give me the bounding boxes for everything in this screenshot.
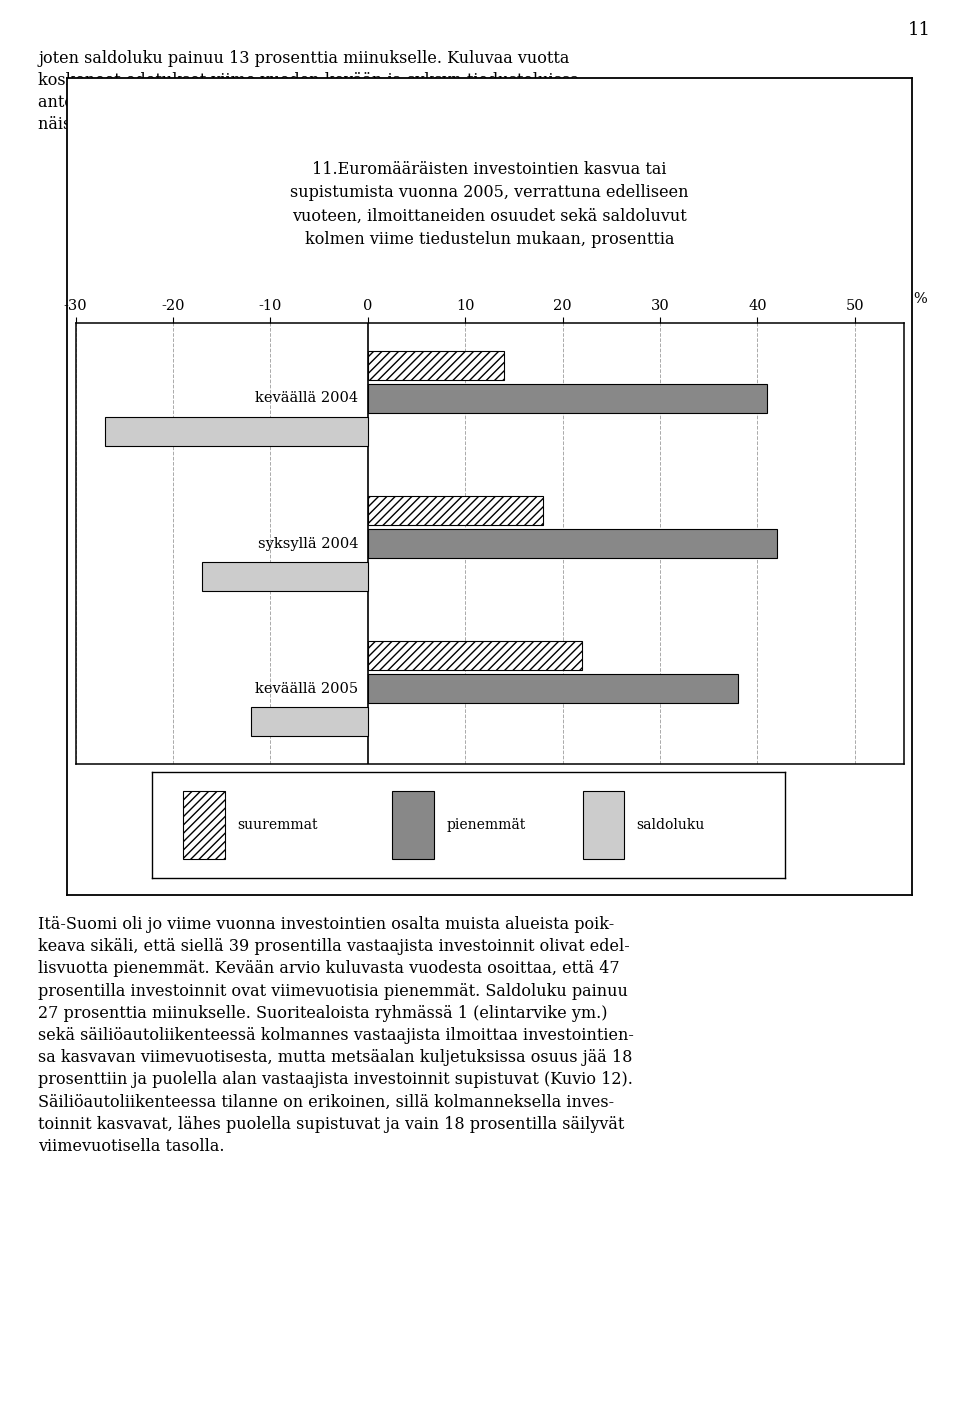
Text: Itä-Suomi oli jo viime vuonna investointien osalta muista alueista poik-
keava s: Itä-Suomi oli jo viime vuonna investoint… (38, 916, 635, 1154)
Text: suuremmat: suuremmat (237, 818, 318, 832)
FancyBboxPatch shape (393, 791, 434, 859)
Text: keväällä 2004: keväällä 2004 (255, 392, 358, 406)
Text: 11.Euromääräisten investointien kasvua tai
supistumista vuonna 2005, verrattuna : 11.Euromääräisten investointien kasvua t… (290, 160, 689, 248)
Text: keväällä 2005: keväällä 2005 (255, 682, 358, 696)
Bar (368, 530, 777, 558)
Bar (203, 562, 368, 591)
Bar (368, 674, 738, 703)
Bar (368, 351, 504, 379)
Bar (368, 640, 582, 670)
Bar (251, 707, 368, 737)
Text: %: % (913, 291, 927, 305)
FancyBboxPatch shape (183, 791, 225, 859)
Text: pienemmät: pienemmät (446, 818, 525, 832)
Bar (368, 383, 767, 413)
Text: joten saldoluku painuu 13 prosenttia miinukselle. Kuluvaa vuotta
koskeneet odotu: joten saldoluku painuu 13 prosenttia mii… (38, 50, 617, 133)
Bar (368, 496, 543, 524)
Bar (105, 417, 368, 446)
Text: syksyllä 2004: syksyllä 2004 (257, 537, 358, 551)
Text: 11: 11 (908, 21, 931, 40)
FancyBboxPatch shape (583, 791, 624, 859)
Text: saldoluku: saldoluku (636, 818, 705, 832)
